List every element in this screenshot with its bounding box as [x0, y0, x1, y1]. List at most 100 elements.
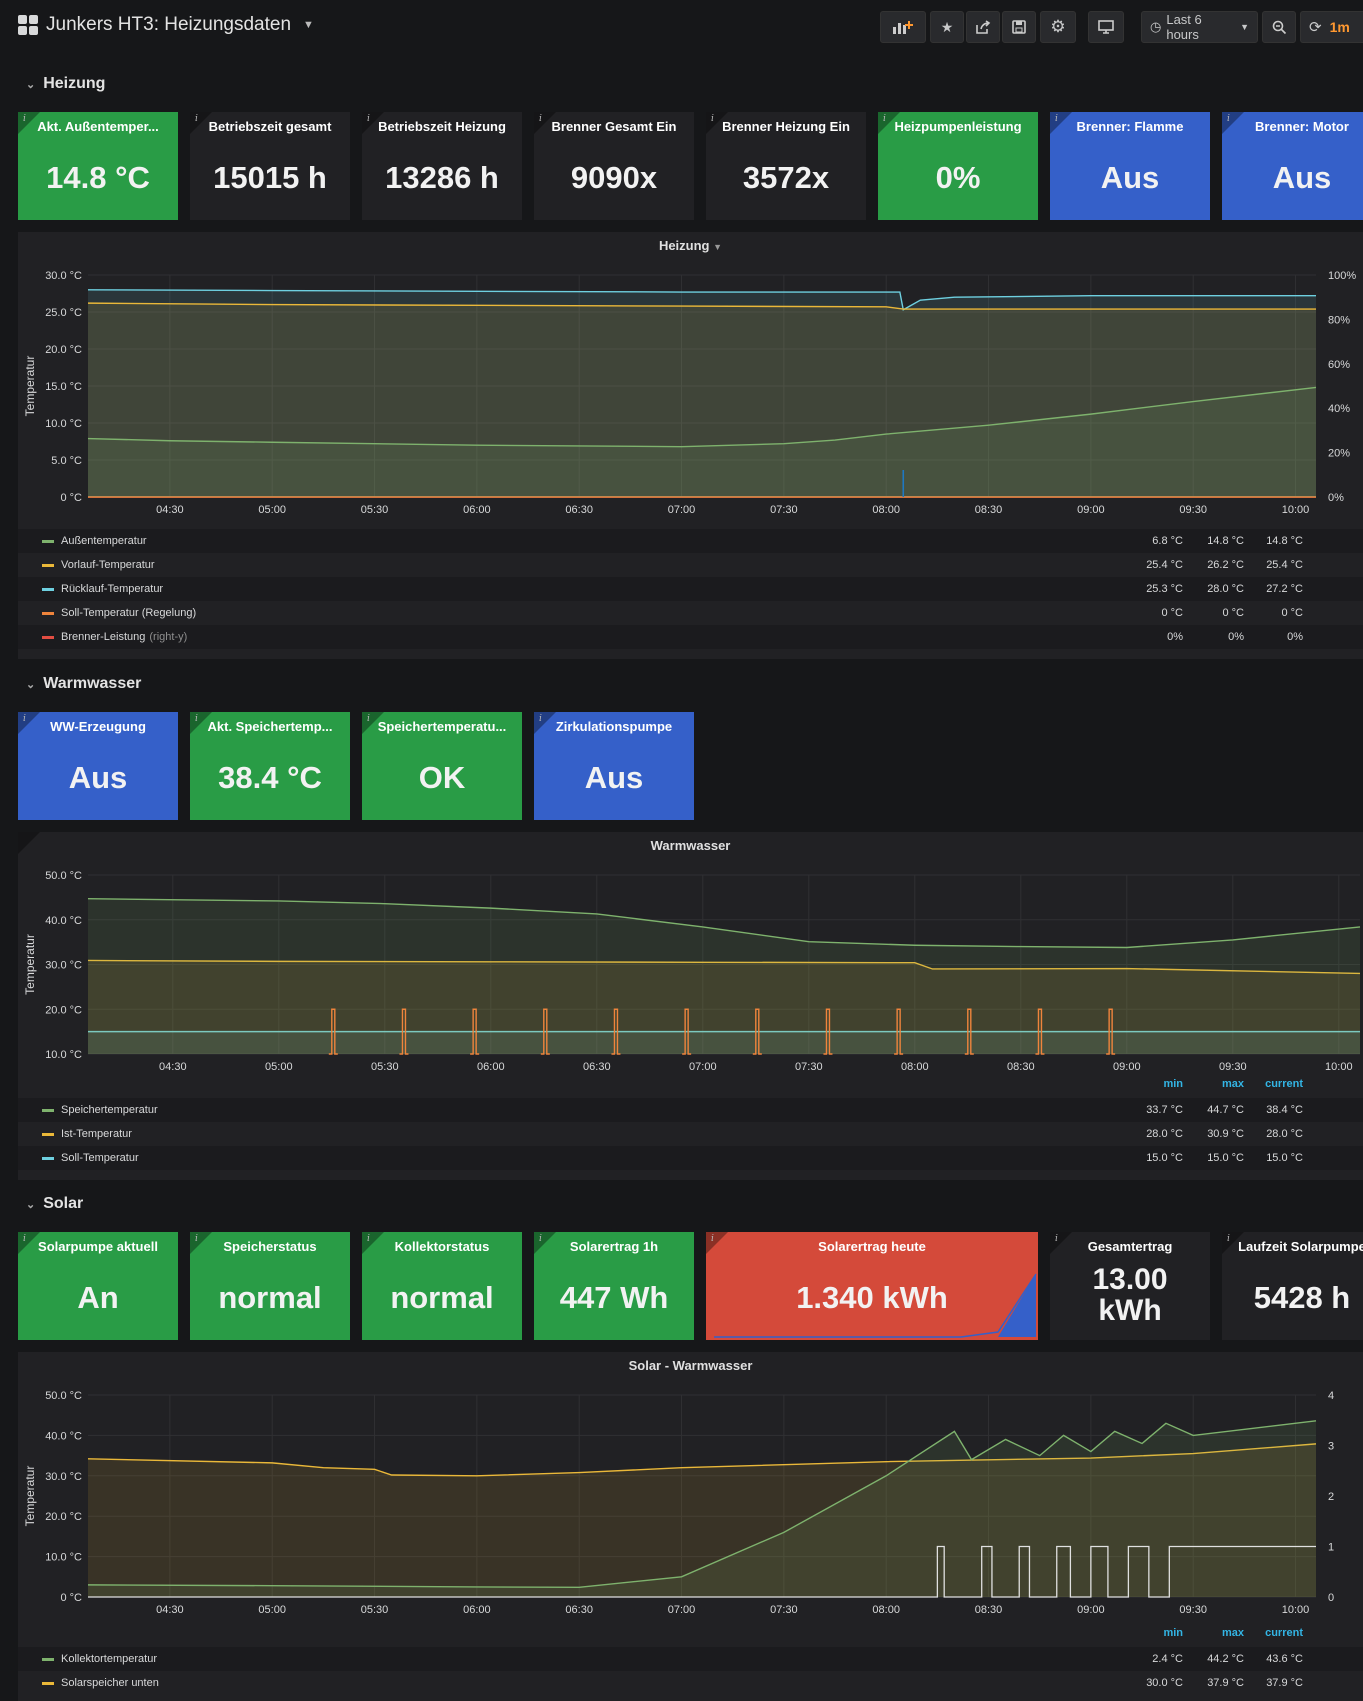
legend-header-min[interactable]: min: [1163, 1078, 1183, 1090]
info-corner[interactable]: [534, 712, 556, 734]
row-solar[interactable]: ⌄ Solar: [26, 1195, 83, 1213]
stat-panel[interactable]: i Brenner Gesamt Ein 9090x: [534, 112, 694, 220]
info-corner[interactable]: [362, 112, 384, 134]
legend-row[interactable]: Kollektortemperatur 2.4 °C 44.2 °C 43.6 °C: [18, 1647, 1363, 1671]
series-name[interactable]: Brenner-Leistung (right-y): [61, 631, 187, 643]
warmwasser-chart[interactable]: 10.0 °C 20.0 °C 30.0 °C 40.0 °C 50.0 °C 04:30…: [18, 832, 1363, 1094]
legend-header-max[interactable]: max: [1221, 1078, 1244, 1090]
series-name[interactable]: Außentemperatur: [61, 535, 147, 547]
stat-panel[interactable]: i Betriebszeit Heizung 13286 h: [362, 112, 522, 220]
panel-title[interactable]: Solar - Warmwasser: [628, 1358, 753, 1373]
series-swatch[interactable]: [42, 540, 54, 543]
add-panel-button[interactable]: [880, 11, 926, 43]
stat-panel[interactable]: i Speichertemperatu... OK: [362, 712, 522, 820]
star-button[interactable]: ★: [930, 11, 964, 43]
stat-panel[interactable]: i WW-Erzeugung Aus: [18, 712, 178, 820]
info-corner[interactable]: [534, 112, 556, 134]
info-corner[interactable]: [706, 112, 728, 134]
legend-row[interactable]: Soll-Temperatur 15.0 °C 15.0 °C 15.0 °C: [18, 1146, 1363, 1170]
series-swatch[interactable]: [42, 1658, 54, 1661]
time-range-picker[interactable]: ◷ Last 6 hours ▼: [1141, 11, 1258, 43]
info-corner[interactable]: [190, 712, 212, 734]
legend-header-min[interactable]: min: [1163, 1627, 1183, 1639]
refresh-button[interactable]: ⟳ 1m: [1300, 11, 1363, 43]
info-corner[interactable]: [1050, 112, 1072, 134]
legend-max-value: 0 °C: [1222, 607, 1244, 619]
series-name[interactable]: Speichertemperatur: [61, 1104, 158, 1116]
legend-row[interactable]: Solarspeicher unten 30.0 °C 37.9 °C 37.9 °C: [18, 1671, 1363, 1695]
tv-mode-button[interactable]: [1088, 11, 1124, 43]
series-name[interactable]: Solarspeicher unten: [61, 1677, 159, 1689]
legend-row[interactable]: Ist-Temperatur 28.0 °C 30.9 °C 28.0 °C: [18, 1122, 1363, 1146]
stat-panel[interactable]: i Zirkulationspumpe Aus: [534, 712, 694, 820]
stat-panel[interactable]: i Heizpumpenleistung 0%: [878, 112, 1038, 220]
series-swatch[interactable]: [42, 1133, 54, 1136]
legend-header-current[interactable]: current: [1265, 1078, 1303, 1090]
refresh-interval[interactable]: 1m: [1329, 19, 1350, 35]
series-swatch[interactable]: [42, 612, 54, 615]
series-name[interactable]: Ist-Temperatur: [61, 1128, 132, 1140]
stat-panel[interactable]: i Kollektorstatus normal: [362, 1232, 522, 1340]
series-line: [87, 386, 1317, 448]
row-heizung[interactable]: ⌄ Heizung: [26, 75, 105, 93]
info-corner[interactable]: [1050, 1232, 1072, 1254]
info-corner[interactable]: [362, 712, 384, 734]
stat-panel[interactable]: i Brenner: Motor Aus: [1222, 112, 1363, 220]
dashboard-picker[interactable]: Junkers HT3: Heizungsdaten ▼: [18, 14, 314, 36]
x-tick-label: 09:30: [1179, 504, 1207, 516]
info-corner[interactable]: [878, 112, 900, 134]
panel-title[interactable]: Heizung ▼: [658, 238, 723, 253]
series-swatch[interactable]: [42, 1682, 54, 1685]
series-name[interactable]: Soll-Temperatur (Regelung): [61, 607, 196, 619]
stat-panel[interactable]: i Brenner Heizung Ein 3572x: [706, 112, 866, 220]
stat-panel[interactable]: i Betriebszeit gesamt 15015 h: [190, 112, 350, 220]
series-name[interactable]: Soll-Temperatur: [61, 1152, 139, 1164]
info-corner[interactable]: [362, 1232, 384, 1254]
series-name[interactable]: Kollektortemperatur: [61, 1653, 157, 1665]
series-swatch[interactable]: [42, 636, 54, 639]
info-corner[interactable]: [534, 1232, 556, 1254]
stat-value: 13.00 kWh: [1092, 1263, 1168, 1327]
info-corner[interactable]: [1222, 1232, 1244, 1254]
stat-panel[interactable]: i Speicherstatus normal: [190, 1232, 350, 1340]
save-button[interactable]: [1002, 11, 1036, 43]
panel-title[interactable]: Warmwasser: [650, 838, 731, 853]
series-swatch[interactable]: [42, 1109, 54, 1112]
stat-panel[interactable]: i Solarertrag heute 1.340 kWh: [706, 1232, 1038, 1340]
series-name[interactable]: Rücklauf-Temperatur: [61, 583, 163, 595]
info-corner[interactable]: [18, 712, 40, 734]
stat-panel[interactable]: i Brenner: Flamme Aus: [1050, 112, 1210, 220]
stat-panel[interactable]: i Akt. Außentemper... 14.8 °C: [18, 112, 178, 220]
stat-panel[interactable]: i Laufzeit Solarpumpe 5428 h: [1222, 1232, 1363, 1340]
info-corner[interactable]: [190, 1232, 212, 1254]
zoom-out-button[interactable]: [1262, 11, 1296, 43]
info-corner[interactable]: [18, 112, 40, 134]
share-button[interactable]: [966, 11, 1000, 43]
stat-panel[interactable]: i Gesamtertrag 13.00 kWh: [1050, 1232, 1210, 1340]
info-corner[interactable]: [18, 1232, 40, 1254]
series-name[interactable]: Vorlauf-Temperatur: [61, 559, 155, 571]
solar-chart[interactable]: 0 °C 10.0 °C 20.0 °C 30.0 °C 40.0 °C 50.0 °C 0…: [18, 1352, 1363, 1642]
legend-row[interactable]: Speichertemperatur 33.7 °C 44.7 °C 38.4 °C: [18, 1098, 1363, 1122]
legend-header-max[interactable]: max: [1221, 1627, 1244, 1639]
sparkline-fill: [961, 1274, 1036, 1337]
stat-panel[interactable]: i Akt. Speichertemp... 38.4 °C: [190, 712, 350, 820]
info-corner[interactable]: [1222, 112, 1244, 134]
legend-row[interactable]: Vorlauf-Temperatur 25.4 °C 26.2 °C 25.4 °C: [18, 553, 1363, 577]
heizung-chart[interactable]: 0 °C 5.0 °C 10.0 °C 15.0 °C 20.0 °C 25.0 °C 30…: [18, 232, 1363, 532]
series-swatch[interactable]: [42, 1157, 54, 1160]
info-corner[interactable]: [706, 1232, 728, 1254]
stat-panel[interactable]: i Solarpumpe aktuell An: [18, 1232, 178, 1340]
legend-header-current[interactable]: current: [1265, 1627, 1303, 1639]
info-corner[interactable]: [190, 112, 212, 134]
legend-row[interactable]: Brenner-Leistung (right-y) 0% 0% 0%: [18, 625, 1363, 649]
legend-row[interactable]: Rücklauf-Temperatur 25.3 °C 28.0 °C 27.2 °C: [18, 577, 1363, 601]
series-swatch[interactable]: [42, 588, 54, 591]
settings-button[interactable]: ⚙: [1040, 11, 1076, 43]
legend-row[interactable]: Soll-Temperatur (Regelung) 0 °C 0 °C 0 °C: [18, 601, 1363, 625]
row-warmwasser[interactable]: ⌄ Warmwasser: [26, 675, 141, 693]
stat-panel[interactable]: i Solarertrag 1h 447 Wh: [534, 1232, 694, 1340]
legend-row[interactable]: Außentemperatur 6.8 °C 14.8 °C 14.8 °C: [18, 529, 1363, 553]
info-corner[interactable]: [18, 832, 40, 854]
series-swatch[interactable]: [42, 564, 54, 567]
